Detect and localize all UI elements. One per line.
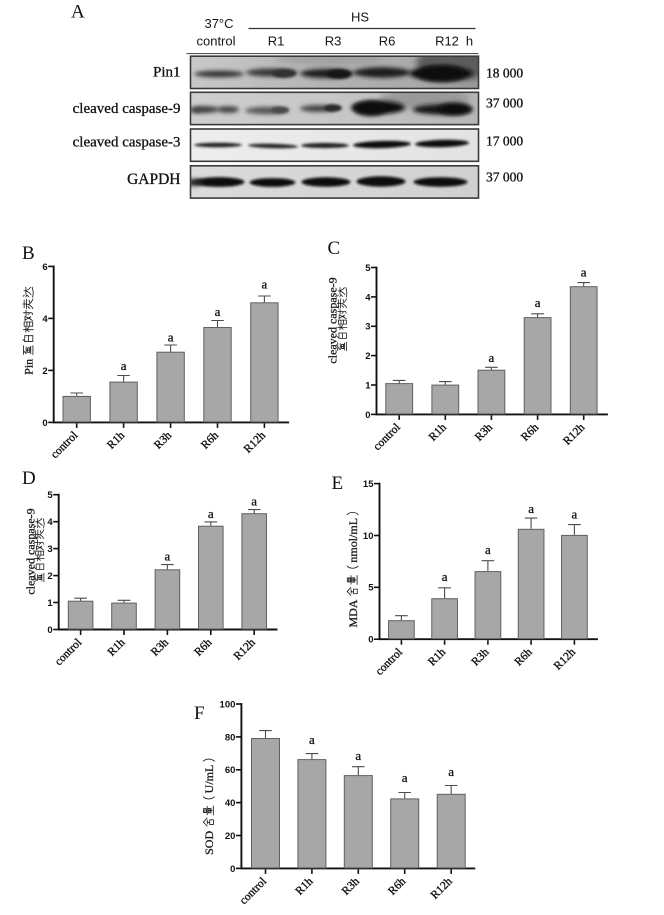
svg-text:A: A xyxy=(71,2,85,23)
svg-text:2: 2 xyxy=(42,366,47,377)
svg-text:5: 5 xyxy=(368,583,374,594)
svg-text:a: a xyxy=(168,329,174,344)
svg-text:a: a xyxy=(355,748,361,763)
svg-text:R3h: R3h xyxy=(469,646,491,668)
svg-text:3: 3 xyxy=(47,544,52,555)
svg-text:cleaved caspase-3: cleaved caspase-3 xyxy=(73,135,181,151)
svg-text:37°C: 37°C xyxy=(204,16,233,31)
svg-text:Pin1: Pin1 xyxy=(153,65,181,81)
svg-text:R12h: R12h xyxy=(232,636,258,662)
svg-text:control: control xyxy=(196,34,235,49)
svg-text:15: 15 xyxy=(363,479,374,490)
svg-text:a: a xyxy=(535,295,541,310)
svg-text:a: a xyxy=(442,569,448,584)
svg-text:0: 0 xyxy=(368,635,373,646)
svg-text:SOD: SOD xyxy=(202,831,216,855)
svg-text:18 000: 18 000 xyxy=(486,66,523,81)
svg-text:R6h: R6h xyxy=(192,636,214,658)
svg-text:R1h: R1h xyxy=(427,421,449,443)
svg-text:a: a xyxy=(215,304,221,319)
svg-text:R6h: R6h xyxy=(199,429,221,451)
svg-text:control: control xyxy=(238,876,270,908)
svg-text:a: a xyxy=(572,507,578,522)
svg-text:R12h: R12h xyxy=(552,646,578,672)
svg-text:Pin: Pin xyxy=(21,359,35,375)
svg-text:R3h: R3h xyxy=(152,429,174,451)
svg-text:R6h: R6h xyxy=(513,646,535,668)
svg-text:R6: R6 xyxy=(379,34,396,49)
svg-text:R1h: R1h xyxy=(426,646,448,668)
svg-text:a: a xyxy=(121,358,127,373)
svg-text:0: 0 xyxy=(230,864,235,875)
svg-text:2: 2 xyxy=(365,351,370,362)
svg-text:control: control xyxy=(49,430,81,462)
svg-text:1: 1 xyxy=(365,380,371,391)
svg-text:R1h: R1h xyxy=(105,429,127,451)
svg-text:control: control xyxy=(371,422,403,454)
svg-text:3: 3 xyxy=(365,322,370,333)
svg-text:R12h: R12h xyxy=(242,429,268,455)
svg-text:R3: R3 xyxy=(325,34,342,49)
svg-text:cleaved caspase-9: cleaved caspase-9 xyxy=(23,508,37,594)
svg-text:cleaved caspase-9: cleaved caspase-9 xyxy=(326,277,340,363)
svg-text:80: 80 xyxy=(225,732,236,743)
svg-text:control: control xyxy=(373,646,405,678)
svg-text:a: a xyxy=(208,506,214,521)
svg-text:cleaved caspase-9: cleaved caspase-9 xyxy=(73,101,181,117)
svg-text:R6h: R6h xyxy=(519,421,541,443)
svg-text:4: 4 xyxy=(365,292,371,303)
svg-text:R3h: R3h xyxy=(340,875,362,897)
svg-text:100: 100 xyxy=(220,699,236,710)
svg-text:F: F xyxy=(194,703,205,724)
svg-text:h: h xyxy=(466,34,473,49)
svg-text:5: 5 xyxy=(365,263,371,274)
svg-text:6: 6 xyxy=(42,262,47,273)
svg-text:R12h: R12h xyxy=(429,875,455,901)
svg-text:a: a xyxy=(448,764,454,779)
svg-text:a: a xyxy=(402,770,408,785)
svg-text:a: a xyxy=(581,265,587,280)
svg-text:R3h: R3h xyxy=(149,636,171,658)
svg-text:37 000: 37 000 xyxy=(486,170,523,185)
svg-text:4: 4 xyxy=(42,314,48,325)
svg-text:20: 20 xyxy=(225,831,236,842)
svg-text:R12: R12 xyxy=(435,34,459,49)
svg-text:0: 0 xyxy=(365,410,370,421)
svg-text:17 000: 17 000 xyxy=(486,134,523,149)
svg-text:R1h: R1h xyxy=(293,875,315,897)
svg-text:40: 40 xyxy=(225,798,236,809)
svg-text:control: control xyxy=(53,637,85,669)
svg-text:D: D xyxy=(22,468,36,489)
svg-text:a: a xyxy=(251,494,257,509)
svg-text:2: 2 xyxy=(47,571,52,582)
svg-text:HS: HS xyxy=(351,10,369,25)
svg-text:10: 10 xyxy=(363,531,374,542)
svg-text:R12h: R12h xyxy=(561,421,587,447)
svg-text:a: a xyxy=(165,549,171,564)
svg-text:R3h: R3h xyxy=(473,421,495,443)
svg-text:a: a xyxy=(528,501,534,516)
svg-text:a: a xyxy=(485,542,491,557)
svg-text:a: a xyxy=(489,350,495,365)
svg-text:R1h: R1h xyxy=(106,636,128,658)
svg-text:MDA: MDA xyxy=(346,599,360,627)
svg-text:37 000: 37 000 xyxy=(486,96,523,111)
svg-text:5: 5 xyxy=(47,490,53,501)
svg-text:0: 0 xyxy=(47,625,52,636)
svg-text:60: 60 xyxy=(225,765,236,776)
svg-text:a: a xyxy=(262,276,268,291)
svg-text:GAPDH: GAPDH xyxy=(127,171,180,188)
svg-text:0: 0 xyxy=(42,418,47,429)
svg-text:R1: R1 xyxy=(268,34,285,49)
svg-text:C: C xyxy=(328,238,341,259)
svg-text:U/mL: U/mL xyxy=(202,765,216,794)
svg-text:a: a xyxy=(309,732,315,747)
svg-text:1: 1 xyxy=(47,598,53,609)
svg-text:nmol/mL: nmol/mL xyxy=(346,518,360,563)
svg-text:4: 4 xyxy=(47,517,53,528)
svg-text:E: E xyxy=(332,473,344,494)
svg-text:B: B xyxy=(22,243,35,264)
svg-text:R6h: R6h xyxy=(386,875,408,897)
